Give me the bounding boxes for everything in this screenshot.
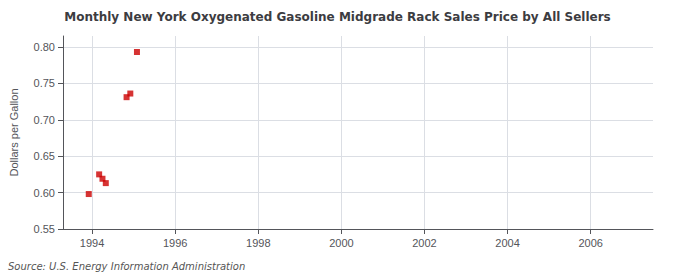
svg-text:Source: U.S. Energy Informatio: Source: U.S. Energy Information Administ… — [8, 261, 245, 272]
svg-text:2000: 2000 — [329, 237, 353, 249]
svg-text:0.60: 0.60 — [34, 187, 55, 199]
svg-text:2004: 2004 — [495, 237, 519, 249]
svg-text:0.65: 0.65 — [34, 150, 55, 162]
svg-text:Monthly New York Oxygenated Ga: Monthly New York Oxygenated Gasoline Mid… — [64, 10, 611, 24]
svg-text:0.70: 0.70 — [34, 114, 55, 126]
svg-text:1998: 1998 — [246, 237, 270, 249]
svg-text:1994: 1994 — [80, 237, 104, 249]
svg-text:2002: 2002 — [412, 237, 436, 249]
svg-text:0.75: 0.75 — [34, 77, 55, 89]
svg-text:1996: 1996 — [163, 237, 187, 249]
svg-text:0.55: 0.55 — [34, 223, 55, 235]
svg-text:2006: 2006 — [578, 237, 602, 249]
svg-text:0.80: 0.80 — [34, 41, 55, 53]
svg-text:Dollars per Gallon: Dollars per Gallon — [8, 88, 20, 176]
